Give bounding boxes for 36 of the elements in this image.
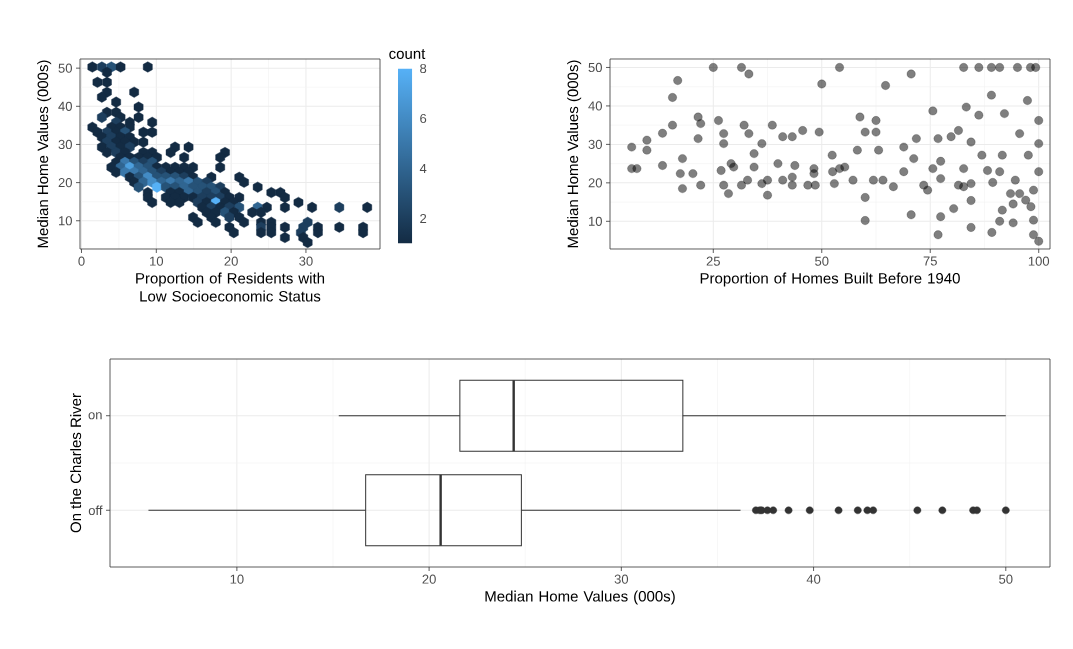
color-bar-title: count xyxy=(389,49,426,59)
x-axis-title: Median Home Values (000s) xyxy=(485,590,675,605)
y-tick-label: off xyxy=(88,505,103,516)
y-tick-label: 20 xyxy=(588,178,602,188)
x-tick-label: 30 xyxy=(299,256,313,266)
y-tick-label: on xyxy=(88,412,102,420)
color-bar-label: 4 xyxy=(419,164,427,173)
y-tick-label: 40 xyxy=(58,101,72,111)
color-bar-label: 6 xyxy=(420,113,427,124)
x-tick-label: 25 xyxy=(706,256,720,266)
x-tick-label: 20 xyxy=(224,256,238,266)
y-axis-title: Median Home Values (000s) xyxy=(37,60,52,248)
x-tick-label: 50 xyxy=(815,256,829,266)
y-tick-label: 20 xyxy=(58,178,72,188)
y-tick-label: 50 xyxy=(58,63,72,73)
y-tick-label: 30 xyxy=(588,139,602,149)
y-tick-label: 30 xyxy=(58,139,72,150)
x-tick-label: 10 xyxy=(230,574,244,584)
x-tick-label: 30 xyxy=(614,574,629,584)
y-axis-title: On the Charles River xyxy=(70,393,82,533)
x-axis-title: Proportion of Residents with Low Socioeconomic Status xyxy=(136,272,325,302)
x-tick-label: 75 xyxy=(923,256,937,266)
x-tick-label: 20 xyxy=(422,574,436,584)
x-tick-label: 40 xyxy=(806,574,821,584)
x-axis-title: Proportion of Homes Built Before 1940 xyxy=(700,272,960,287)
color-bar-label: 2 xyxy=(420,213,427,224)
y-axis-title: Median Home Values (000s) xyxy=(567,60,582,248)
x-tick-label: 50 xyxy=(999,574,1013,584)
y-tick-label: 50 xyxy=(588,62,602,73)
color-bar-label: 8 xyxy=(420,63,427,74)
x-tick-label: 0 xyxy=(78,256,85,266)
y-tick-label: 10 xyxy=(589,216,602,226)
y-tick-label: 40 xyxy=(588,101,602,111)
x-tick-label: 10 xyxy=(150,256,164,266)
x-tick-label: 100 xyxy=(1028,256,1050,266)
y-tick-label: 10 xyxy=(59,216,72,226)
